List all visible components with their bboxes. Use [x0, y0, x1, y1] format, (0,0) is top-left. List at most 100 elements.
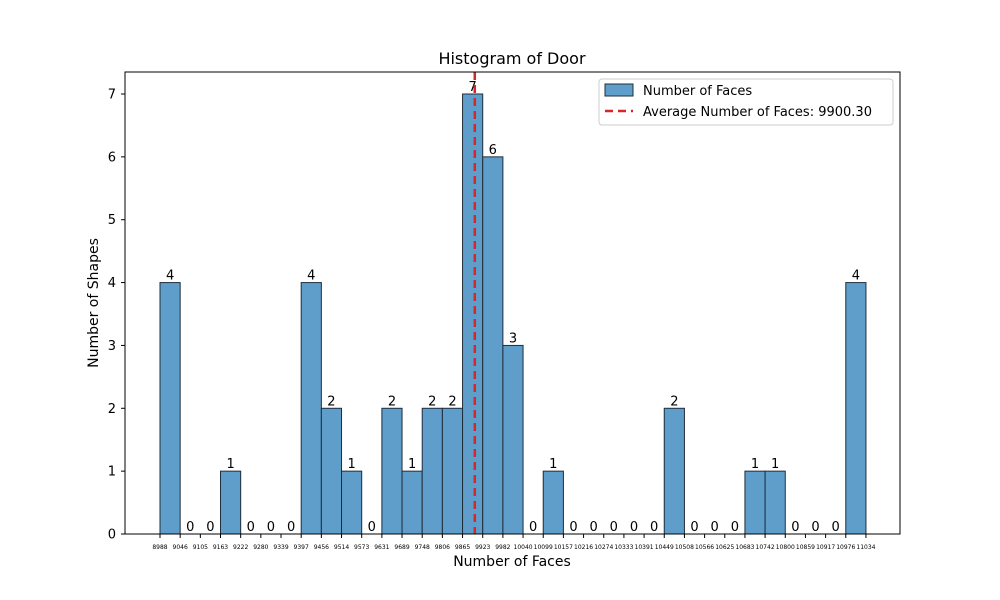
y-tick-label: 4 [108, 276, 116, 291]
x-tick-label: 10976 [836, 544, 855, 551]
x-tick-label: 9573 [354, 544, 369, 551]
x-tick-label: 10683 [735, 544, 754, 551]
histogram-bar [341, 470, 363, 535]
bar-value-label: 0 [186, 520, 194, 535]
plot-frame [124, 71, 901, 535]
bar-value-label: 1 [771, 457, 779, 472]
x-tick-label: 9163 [213, 544, 228, 551]
bar-value-label: 2 [327, 394, 335, 409]
histogram-bar [441, 407, 464, 535]
bar-value-label: 2 [448, 394, 456, 409]
histogram-bar [744, 470, 766, 535]
x-tick-label: 10625 [715, 544, 734, 551]
chart-title: Histogram of Door [438, 49, 585, 68]
bar-value-label: 0 [630, 520, 638, 535]
histogram-bar [159, 282, 181, 535]
x-tick-label: 10333 [614, 544, 633, 551]
y-axis-label: Number of Shapes [86, 238, 102, 368]
bar-value-label: 1 [549, 457, 557, 472]
x-tick-label: 10274 [594, 544, 613, 551]
bar-value-label: 4 [166, 269, 174, 284]
bar-value-label: 0 [610, 520, 618, 535]
legend-box [598, 78, 894, 126]
bar-value-label: 0 [650, 520, 658, 535]
bar-value-label: 7 [468, 80, 476, 95]
histogram-bar [482, 156, 504, 535]
bar-value-label: 0 [206, 520, 214, 535]
bars-group [159, 93, 867, 535]
x-tick-label: 10566 [695, 544, 714, 551]
y-tick-label: 5 [108, 213, 116, 228]
x-tick-label: 9222 [233, 544, 248, 551]
bar-value-label: 0 [267, 520, 275, 535]
bar-value-label: 0 [590, 520, 598, 535]
bar-value-label: 1 [347, 457, 355, 472]
histogram-bar [462, 93, 484, 535]
x-tick-label: 10800 [776, 544, 795, 551]
histogram-bar [401, 470, 423, 535]
x-tick-label: 9865 [455, 544, 470, 551]
bar-value-label: 0 [811, 520, 819, 535]
histogram-bar [764, 470, 786, 535]
x-tick-label: 10216 [574, 544, 593, 551]
bar-value-label: 6 [489, 143, 497, 158]
x-tick-label: 9339 [273, 544, 288, 551]
histogram-bar [663, 407, 685, 535]
x-tick-label: 10157 [554, 544, 573, 551]
bar-value-label: 4 [307, 269, 315, 284]
x-tick-label: 9631 [374, 544, 389, 551]
x-tick-label: 9923 [475, 544, 490, 551]
bar-value-label: 2 [428, 394, 436, 409]
y-tick-label: 1 [108, 465, 116, 480]
histogram-bar [542, 470, 564, 535]
x-tick-label: 9397 [294, 544, 309, 551]
bar-value-label: 0 [287, 520, 295, 535]
bar-value-label: 2 [388, 394, 396, 409]
x-tick-label: 9280 [253, 544, 268, 551]
y-tick-label: 0 [108, 528, 116, 543]
x-tick-label: 9806 [435, 544, 450, 551]
bar-value-label: 0 [529, 520, 537, 535]
bar-value-label: 0 [731, 520, 739, 535]
histogram-bar [845, 282, 867, 535]
bar-value-label: 0 [368, 520, 376, 535]
histogram-bar [502, 344, 524, 535]
legend-entry-average: Average Number of Faces: 9900.30 [643, 105, 872, 120]
y-tick-label: 7 [108, 88, 116, 103]
bar-value-label: 0 [569, 520, 577, 535]
histogram-bar [300, 282, 322, 535]
x-tick-label: 8988 [152, 544, 167, 551]
x-tick-label: 9105 [193, 544, 208, 551]
y-tick-label: 2 [108, 402, 116, 417]
x-axis-ticks: 8988 9046 9105 9163 9222 9280 9339 9397 9456 9514… [152, 534, 876, 551]
y-axis-ticks: 0 1 2 3 4 5 6 7 [108, 88, 125, 543]
bar-value-label: 2 [670, 394, 678, 409]
y-tick-label: 6 [108, 150, 116, 165]
legend: Number of Faces Average Number of Faces:… [598, 78, 894, 126]
legend-swatch-bars [604, 83, 634, 97]
x-tick-label: 10040 [514, 544, 533, 551]
x-tick-label: 9046 [173, 544, 188, 551]
bar-value-label: 1 [408, 457, 416, 472]
x-tick-label: 11034 [856, 544, 875, 551]
y-tick-label: 3 [108, 339, 116, 354]
x-tick-label: 9456 [314, 544, 329, 551]
x-tick-label: 10917 [816, 544, 835, 551]
x-tick-label: 10099 [534, 544, 553, 551]
legend-entry-bars: Number of Faces [643, 84, 752, 99]
histogram-bar [220, 470, 242, 535]
x-tick-label: 9982 [495, 544, 510, 551]
bar-value-label: 4 [852, 269, 860, 284]
x-axis-label: Number of Faces [453, 554, 571, 570]
bar-value-label: 0 [832, 520, 840, 535]
histogram-bar [421, 407, 443, 535]
x-tick-label: 10508 [675, 544, 694, 551]
x-tick-label: 9514 [334, 544, 349, 551]
bar-value-label: 0 [690, 520, 698, 535]
x-tick-label: 10742 [756, 544, 775, 551]
histogram-bar [320, 407, 343, 535]
x-tick-label: 10859 [796, 544, 815, 551]
bar-value-label: 1 [226, 457, 234, 472]
